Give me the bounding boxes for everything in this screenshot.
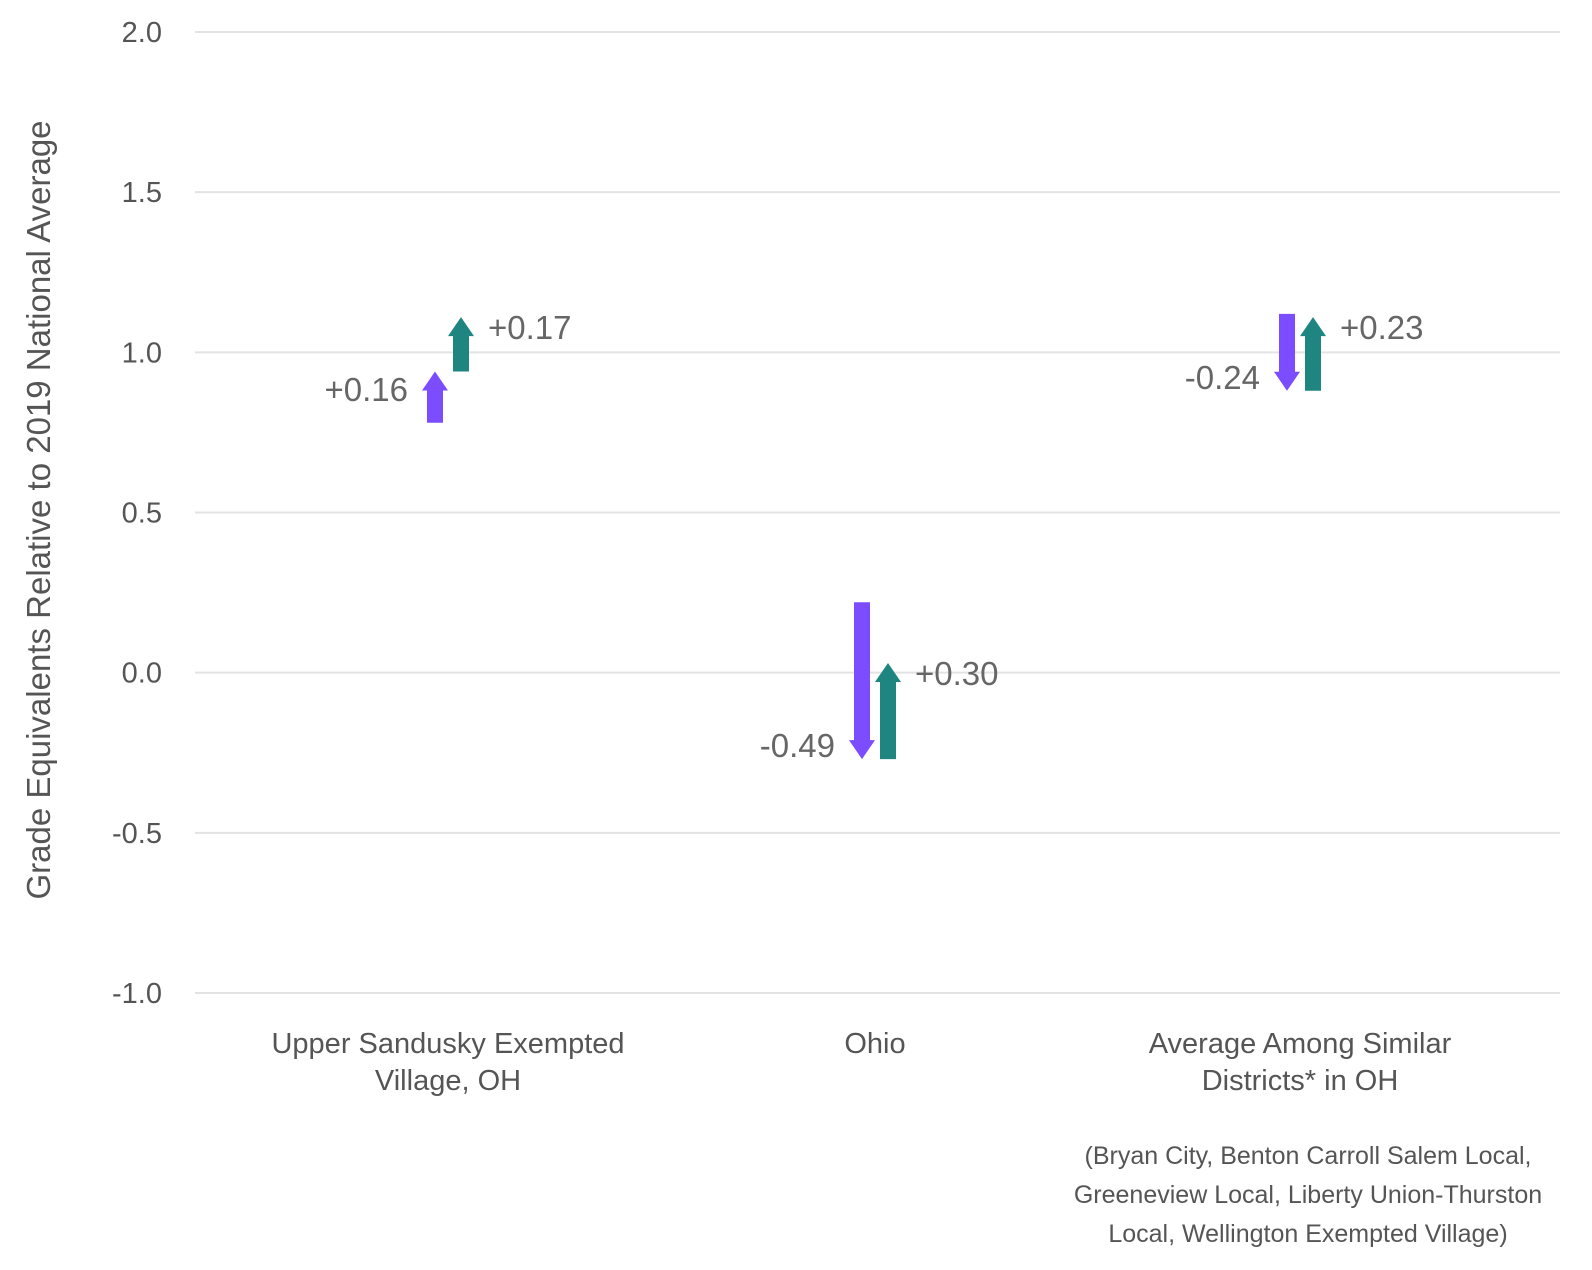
change-arrow [422,371,448,423]
change-label: +0.17 [488,309,572,346]
y-tick-label: 0.0 [122,658,162,690]
change-arrow [1274,313,1300,391]
category-label: Upper Sandusky Exempted [271,1028,624,1060]
category-label: Average Among Similar [1149,1028,1452,1060]
arrows: +0.16 +0.17 -0.49 +0.30 -0.24 +0.23 [325,309,1424,764]
change-arrow [875,663,901,760]
y-tick-label: 1.0 [122,337,162,369]
category-label: Districts* in OH [1202,1065,1399,1097]
change-label: +0.16 [325,371,409,408]
gridlines [195,31,1560,994]
change-arrow [849,602,875,760]
change-arrow [1300,317,1326,391]
y-axis-title: Grade Equivalents Relative to 2019 Natio… [20,120,57,899]
change-label: +0.23 [1340,309,1424,346]
footnote-line: Greeneview Local, Liberty Union-Thurston [1074,1181,1542,1209]
y-tick-label: -0.5 [112,818,162,850]
change-label: -0.24 [1185,359,1260,396]
y-tick-label: 0.5 [122,498,162,530]
change-label: -0.49 [760,727,835,764]
y-tick-label: -1.0 [112,978,162,1010]
footnote: (Bryan City, Benton Carroll Salem Local,… [1074,1142,1542,1248]
change-label: +0.30 [915,655,999,692]
y-tick-label: 2.0 [122,17,162,49]
change-arrow [448,317,474,372]
category-label: Ohio [844,1028,905,1060]
footnote-line: (Bryan City, Benton Carroll Salem Local, [1085,1142,1532,1170]
footnote-line: Local, Wellington Exempted Village) [1108,1220,1507,1248]
y-tick-label: 1.5 [122,177,162,209]
category-labels: Upper Sandusky Exempted Village, OH Ohio Av… [271,1028,1451,1097]
category-label: Village, OH [375,1065,521,1097]
y-tick-labels: 2.0 1.5 1.0 0.5 0.0 -0.5 -1.0 [112,17,162,1010]
